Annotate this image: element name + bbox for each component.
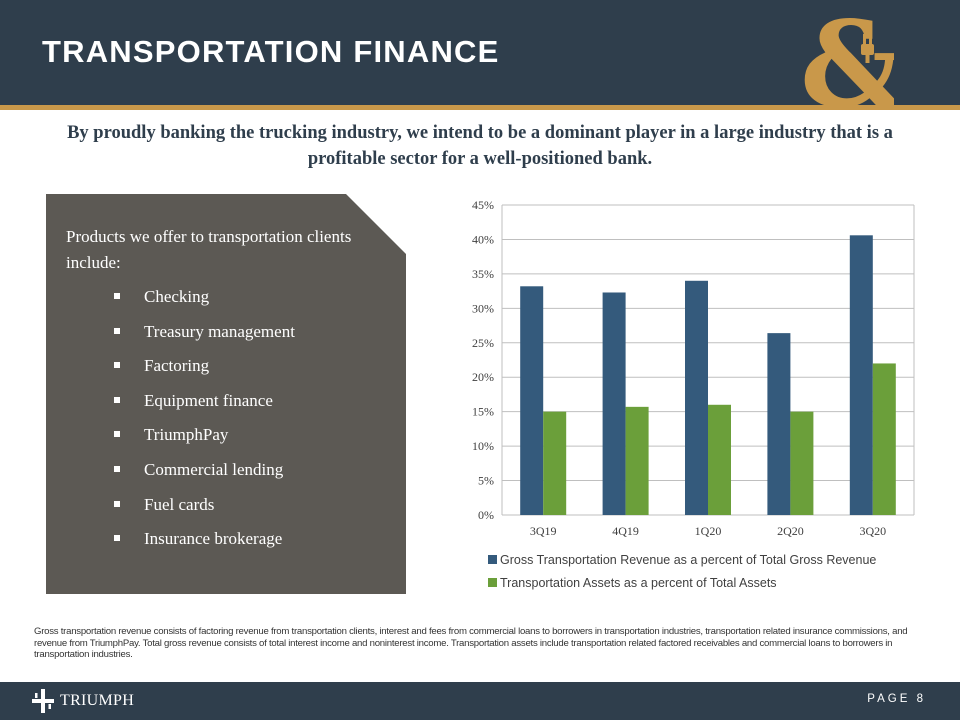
bar-3Q19-series-2 <box>543 411 567 515</box>
bar-3Q20-series-2 <box>872 363 896 515</box>
list-item: Commercial lending <box>114 457 295 492</box>
bar-4Q19-series-1 <box>602 292 626 515</box>
list-item: Fuel cards <box>114 492 295 527</box>
bar-1Q20-series-2 <box>708 404 731 515</box>
transportation-bar-chart: 0% 5% 10% 15% 20% 25% 30% 35% 40% 45% 3Q19 4Q19 1Q20… <box>472 198 915 590</box>
x-tick-label: 4Q19 <box>612 524 639 538</box>
page-title: TRANSPORTATION FINANCE <box>42 34 500 69</box>
square-bullet-icon <box>114 327 120 334</box>
bar-2Q20-series-2 <box>790 411 814 515</box>
bar-3Q19-series-1 <box>520 286 544 515</box>
list-item: Checking <box>114 284 295 319</box>
square-bullet-icon <box>114 293 120 299</box>
y-tick-label: 25% <box>472 336 494 350</box>
product-label: Fuel cards <box>144 494 215 514</box>
y-tick-label: 45% <box>472 198 494 212</box>
square-bullet-icon <box>114 535 120 542</box>
bar-3Q20-series-1 <box>849 235 873 516</box>
list-item: Equipment finance <box>114 388 295 423</box>
product-label: Equipment finance <box>144 390 273 410</box>
products-intro: Products we offer to transportation clie… <box>66 227 352 272</box>
legend-swatch-1 <box>488 555 497 564</box>
tagline: By proudly banking the trucking industry… <box>67 123 893 169</box>
footer-bar <box>0 682 960 720</box>
legend-label-2: Transportation Assets as a percent of To… <box>500 576 777 590</box>
square-bullet-icon <box>114 500 120 507</box>
product-label: TriumphPay <box>144 425 229 445</box>
svg-text:&: & <box>800 0 894 112</box>
footnote: Gross transportation revenue consists of… <box>34 626 908 661</box>
y-tick-label: 0% <box>478 508 494 522</box>
square-bullet-icon <box>114 465 120 472</box>
product-label: Insurance brokerage <box>144 529 283 549</box>
x-tick-label: 1Q20 <box>695 524 722 538</box>
y-tick-label: 10% <box>472 439 494 453</box>
x-tick-label: 2Q20 <box>777 524 804 538</box>
products-panel: Products we offer to transportation clie… <box>46 194 406 594</box>
square-bullet-icon <box>114 431 120 438</box>
bar-4Q19-series-2 <box>625 406 649 515</box>
bar-1Q20-series-1 <box>685 280 708 515</box>
x-tick-label: 3Q19 <box>530 524 557 538</box>
list-item: TriumphPay <box>114 422 295 457</box>
triumph-cross-icon <box>32 689 54 713</box>
y-tick-label: 5% <box>478 474 494 488</box>
page-label: PAGE <box>867 693 911 705</box>
y-tick-label: 20% <box>472 370 494 384</box>
header-gold-rule <box>0 105 960 110</box>
product-label: Commercial lending <box>144 459 284 479</box>
brand-name: TRIUMPH <box>60 692 135 709</box>
square-bullet-icon <box>114 362 120 369</box>
list-item: Treasury management <box>114 319 295 354</box>
products-list: Checking Treasury management Factoring E… <box>114 284 295 561</box>
y-tick-label: 30% <box>472 301 494 315</box>
y-tick-label: 35% <box>472 267 494 281</box>
product-label: Factoring <box>144 356 210 376</box>
brand-logo: TRIUMPH <box>32 689 134 713</box>
product-label: Treasury management <box>144 321 295 341</box>
ampersand-plug-logo-icon: & <box>800 0 894 112</box>
list-item: Factoring <box>114 353 295 388</box>
legend-label-1: Gross Transportation Revenue as a percen… <box>500 553 876 567</box>
y-tick-label: 15% <box>472 405 494 419</box>
bar-2Q20-series-1 <box>767 333 791 515</box>
product-label: Checking <box>144 287 210 306</box>
legend-swatch-2 <box>488 578 497 587</box>
header-bar <box>0 0 960 105</box>
page-indicator: PAGE 8 <box>867 693 926 705</box>
x-tick-label: 3Q20 <box>859 524 886 538</box>
list-item: Insurance brokerage <box>114 526 295 561</box>
y-tick-label: 40% <box>472 232 494 246</box>
page-number: 8 <box>916 693 926 705</box>
square-bullet-icon <box>114 396 120 403</box>
